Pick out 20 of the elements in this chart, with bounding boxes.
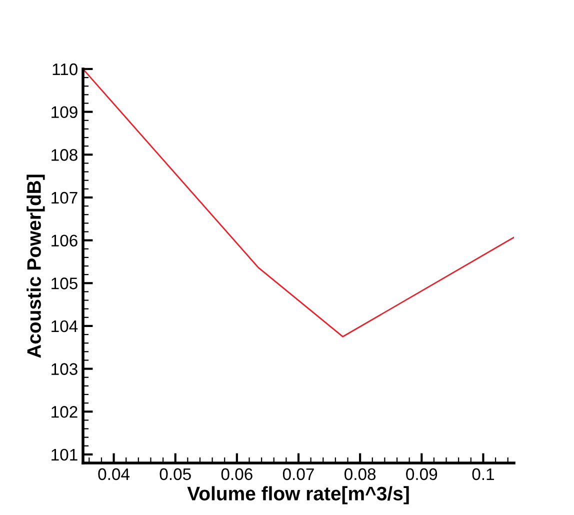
y-tick-label: 103 [52, 363, 78, 375]
y-tick-label: 104 [52, 320, 78, 332]
x-tick-label: 0.09 [406, 468, 438, 480]
y-tick-label: 106 [52, 234, 78, 247]
x-tick-label: 0.06 [221, 468, 252, 480]
x-tick-label: 0.08 [344, 468, 376, 480]
y-tick-label: 102 [52, 406, 78, 418]
y-tick-label: 110 [52, 63, 78, 76]
y-tick-label: 105 [52, 278, 78, 290]
x-tick-label: 0.04 [98, 468, 130, 480]
line-series [83, 69, 514, 338]
y-axis-title: Acoustic Power[dB] [26, 174, 45, 358]
y-tick-label: 101 [52, 448, 78, 461]
x-axis-title: Volume flow rate[m^3/s] [187, 486, 409, 504]
y-tick-label: 108 [52, 149, 78, 161]
x-tick-label: 0.05 [160, 468, 191, 480]
y-tick-label: 107 [52, 192, 78, 204]
y-tick-label: 109 [52, 106, 78, 118]
x-tick-label: 0.07 [282, 468, 314, 480]
x-tick-label: 0.1 [472, 468, 494, 480]
